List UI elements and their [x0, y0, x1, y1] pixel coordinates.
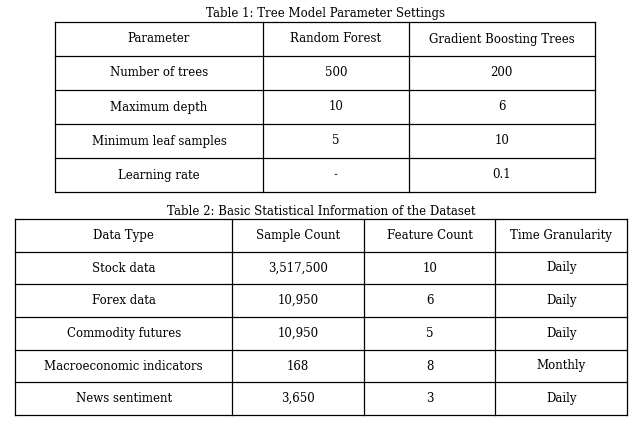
Text: Monthly: Monthly	[536, 360, 586, 372]
Text: 3: 3	[426, 392, 433, 405]
Text: 200: 200	[491, 66, 513, 79]
Text: Data Type: Data Type	[93, 229, 154, 242]
Text: Learning rate: Learning rate	[118, 169, 200, 181]
Text: 8: 8	[426, 360, 433, 372]
Text: 10: 10	[422, 262, 437, 275]
Text: 500: 500	[324, 66, 347, 79]
Text: 10,950: 10,950	[278, 327, 319, 340]
Text: Daily: Daily	[546, 262, 577, 275]
Text: Feature Count: Feature Count	[387, 229, 472, 242]
Text: 168: 168	[287, 360, 309, 372]
Text: Parameter: Parameter	[128, 33, 190, 45]
Text: Number of trees: Number of trees	[110, 66, 208, 79]
Text: Commodity futures: Commodity futures	[67, 327, 180, 340]
Text: 3,517,500: 3,517,500	[268, 262, 328, 275]
Text: Daily: Daily	[546, 392, 577, 405]
Text: 10,950: 10,950	[278, 294, 319, 307]
Text: 10: 10	[328, 100, 343, 114]
Text: 6: 6	[498, 100, 506, 114]
Text: 5: 5	[426, 327, 433, 340]
Text: Forex data: Forex data	[92, 294, 156, 307]
Text: Macroeconomic indicators: Macroeconomic indicators	[44, 360, 203, 372]
Text: Gradient Boosting Trees: Gradient Boosting Trees	[429, 33, 575, 45]
Text: News sentiment: News sentiment	[76, 392, 172, 405]
Text: Minimum leaf samples: Minimum leaf samples	[92, 135, 227, 148]
Text: Random Forest: Random Forest	[290, 33, 381, 45]
Text: Time Granularity: Time Granularity	[510, 229, 612, 242]
Text: 5: 5	[332, 135, 340, 148]
Text: Table 2: Basic Statistical Information of the Dataset: Table 2: Basic Statistical Information o…	[167, 205, 476, 218]
Text: 3,650: 3,650	[281, 392, 315, 405]
Text: Stock data: Stock data	[92, 262, 156, 275]
Text: Daily: Daily	[546, 294, 577, 307]
Text: Table 1: Tree Model Parameter Settings: Table 1: Tree Model Parameter Settings	[205, 7, 445, 20]
Text: -: -	[334, 169, 338, 181]
Text: 0.1: 0.1	[493, 169, 511, 181]
Text: 10: 10	[495, 135, 509, 148]
Text: 6: 6	[426, 294, 433, 307]
Text: Sample Count: Sample Count	[256, 229, 340, 242]
Text: Daily: Daily	[546, 327, 577, 340]
Text: Maximum depth: Maximum depth	[110, 100, 207, 114]
